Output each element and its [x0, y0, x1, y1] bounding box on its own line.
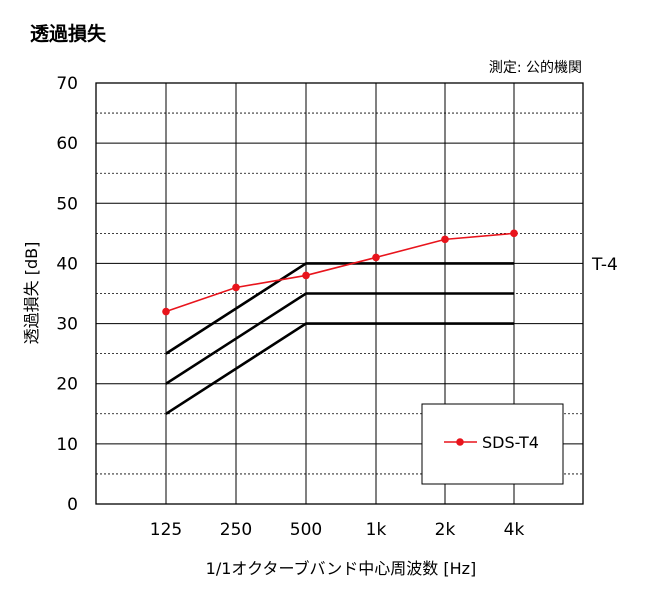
data-point: [162, 307, 170, 316]
x-tick-label: 250: [220, 520, 252, 540]
data-series: [162, 229, 518, 316]
y-tick-label: 0: [67, 495, 78, 515]
x-tick-label: 4k: [504, 520, 525, 540]
y-axis-label: 透過損失 [dB]: [22, 242, 41, 345]
data-point: [510, 229, 518, 238]
data-point: [232, 283, 240, 292]
x-axis-label: 1/1オクターブバンド中心周波数 [Hz]: [206, 559, 477, 578]
data-point: [441, 235, 449, 244]
data-point: [372, 253, 380, 262]
x-tick-label: 2k: [435, 520, 456, 540]
x-tick-label: 1k: [366, 520, 387, 540]
reference-curve: [165, 292, 514, 385]
legend: SDS-T4: [421, 403, 564, 485]
reference-curves: [165, 262, 514, 415]
y-tick-label: 40: [56, 254, 78, 274]
series-line: [165, 232, 515, 313]
reference-curve: [165, 322, 514, 415]
data-point: [302, 271, 310, 280]
y-tick-label: 20: [56, 375, 78, 395]
source-note: 測定: 公的機関: [489, 60, 582, 76]
y-tick-labels: 0 10 20 30 40 50 60 70: [56, 74, 78, 515]
reference-curve: [165, 262, 514, 355]
y-tick-label: 50: [56, 194, 78, 214]
x-tick-label: 125: [150, 520, 182, 540]
y-tick-label: 70: [56, 74, 78, 94]
y-tick-label: 60: [56, 134, 78, 154]
legend-marker: [456, 438, 464, 446]
reference-label-t4: T-4: [591, 255, 618, 275]
y-tick-label: 30: [56, 315, 78, 335]
chart-title: 透過損失: [30, 22, 107, 45]
x-tick-labels: 125 250 500 1k 2k 4k: [150, 520, 525, 540]
x-tick-label: 500: [290, 520, 322, 540]
y-tick-label: 10: [56, 435, 78, 455]
plot-area-border: [95, 82, 584, 505]
legend-label-sds-t4: SDS-T4: [482, 433, 539, 452]
legend-box: [421, 403, 564, 485]
